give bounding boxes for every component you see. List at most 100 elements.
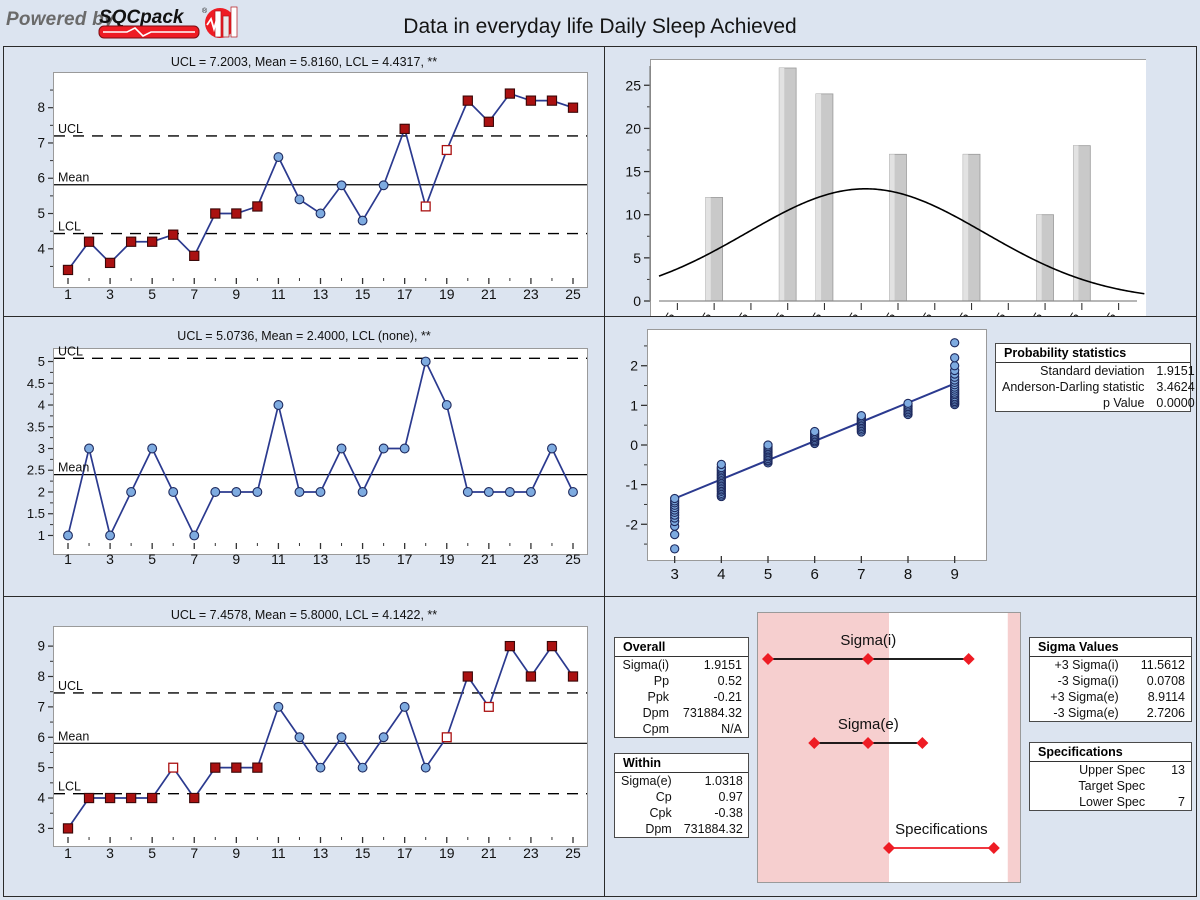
- svg-text:21: 21: [481, 845, 497, 861]
- svg-text:11: 11: [271, 286, 286, 302]
- row-label: +3 Sigma(e): [1050, 690, 1119, 704]
- row-value: 0.0708: [1146, 674, 1185, 688]
- svg-text:1: 1: [630, 397, 638, 413]
- svg-text:9: 9: [232, 286, 240, 302]
- sigma-values-table: Sigma Values +3 Sigma(i) 11.5612 -3 Sigma(…: [1029, 637, 1192, 722]
- table-row: Dpm 731884.32: [615, 821, 749, 837]
- within-table: Within Sigma(e) 1.0318 Cp 0.97 Cpk -0.38 Dpm 73…: [614, 753, 749, 838]
- row-value: 2.7206: [1146, 706, 1185, 720]
- table-row: Sigma(i) 1.9151: [615, 657, 748, 673]
- svg-text:4: 4: [38, 398, 45, 413]
- row-value: 0.52: [717, 674, 742, 688]
- svg-text:5: 5: [38, 354, 45, 369]
- svg-text:Sigma(e): Sigma(e): [838, 716, 899, 733]
- moving-average-title: UCL = 7.2003, Mean = 5.8160, LCL = 4.431…: [170, 55, 438, 69]
- row-label: +3 Sigma(i): [1054, 658, 1119, 672]
- svg-text:3: 3: [106, 845, 114, 861]
- svg-text:13: 13: [313, 286, 329, 302]
- svg-text:7: 7: [857, 566, 865, 583]
- svg-text:5: 5: [148, 286, 156, 302]
- row-value: -0.38: [714, 806, 743, 820]
- row-label: Cpk: [649, 806, 672, 820]
- moving-average-plot[interactable]: [53, 72, 588, 288]
- sigma-values-rows: +3 Sigma(i) 11.5612 -3 Sigma(i) 0.0708 +3 Si…: [1030, 657, 1191, 721]
- svg-text:3: 3: [38, 441, 45, 456]
- within-heading: Within: [615, 754, 748, 773]
- svg-text:15: 15: [625, 164, 641, 180]
- svg-text:5: 5: [37, 206, 45, 221]
- svg-text:8: 8: [904, 566, 912, 583]
- row-value: 1.9151: [1156, 364, 1195, 378]
- row-label: Upper Spec: [1079, 763, 1146, 777]
- svg-text:-1: -1: [626, 477, 639, 493]
- table-row: +3 Sigma(i) 11.5612: [1030, 657, 1191, 673]
- svg-text:10: 10: [625, 207, 641, 223]
- svg-text:13: 13: [313, 845, 329, 861]
- app-header: Powered by SQCpack ® Data in everyday li…: [0, 0, 1200, 44]
- svg-text:0: 0: [630, 437, 638, 453]
- row-label: Sigma(e): [621, 774, 672, 788]
- svg-text:2: 2: [630, 358, 638, 374]
- capability-panel: Overall Sigma(i) 1.9151 Pp 0.52 Ppk -0.21 Dpm 7…: [604, 596, 1197, 897]
- row-label: Ppk: [647, 690, 670, 704]
- row-label: Sigma(i): [622, 658, 670, 672]
- row-label: Anderson-Darling statistic: [1002, 380, 1145, 394]
- svg-text:9: 9: [37, 639, 45, 654]
- svg-text:8: 8: [37, 100, 45, 115]
- table-row: -3 Sigma(e) 2.7206: [1030, 705, 1191, 721]
- row-value: [1151, 778, 1191, 794]
- table-row: -3 Sigma(i) 0.0708: [1030, 673, 1191, 689]
- svg-text:5: 5: [764, 566, 772, 583]
- row-label: -3 Sigma(i): [1057, 674, 1119, 688]
- row-value: N/A: [721, 722, 742, 736]
- svg-text:4.5: 4.5: [27, 376, 45, 391]
- svg-text:15: 15: [355, 845, 371, 861]
- row-value: 1.9151: [703, 658, 742, 672]
- svg-text:1: 1: [38, 528, 45, 543]
- table-row: Ppk -0.21: [615, 689, 748, 705]
- specifications-table: Specifications Upper Spec 13 Target Spec Lo…: [1029, 742, 1192, 811]
- svg-text:15: 15: [355, 286, 371, 302]
- svg-text:7: 7: [190, 845, 198, 861]
- svg-text:1.5: 1.5: [27, 506, 45, 521]
- table-row: p Value 0.0000: [996, 395, 1200, 411]
- specifications-heading: Specifications: [1030, 743, 1191, 762]
- svg-text:23: 23: [523, 845, 539, 861]
- histogram-panel: 05101520253.253.754.254.755.255.756.256.…: [604, 46, 1197, 318]
- overall-heading: Overall: [615, 638, 748, 657]
- row-label: Target Spec: [1078, 779, 1146, 793]
- svg-text:25: 25: [565, 845, 581, 861]
- row-label: p Value: [1102, 396, 1145, 410]
- svg-text:7: 7: [190, 286, 198, 302]
- table-row: Standard deviation 1.9151: [996, 363, 1200, 379]
- row-value: 3.4624: [1156, 380, 1195, 394]
- capability-comparison-plot[interactable]: Sigma(i) Sigma(e) Specifications: [757, 612, 1021, 883]
- individuals-panel: UCL = 7.4578, Mean = 5.8000, LCL = 4.142…: [3, 596, 605, 897]
- svg-text:5: 5: [37, 760, 45, 775]
- svg-text:7: 7: [37, 135, 45, 150]
- svg-text:5: 5: [633, 250, 641, 266]
- svg-text:-2: -2: [626, 516, 639, 532]
- probability-plot[interactable]: [647, 329, 987, 561]
- moving-range-plot[interactable]: [53, 348, 588, 555]
- svg-text:7: 7: [37, 699, 45, 714]
- histogram-plot[interactable]: [650, 59, 1146, 317]
- specifications-rows: Upper Spec 13 Target Spec Lower Spec 7: [1030, 762, 1191, 810]
- row-value: 731884.32: [683, 822, 743, 836]
- individuals-plot[interactable]: [53, 626, 588, 847]
- svg-text:19: 19: [439, 286, 455, 302]
- table-row: Cpm N/A: [615, 721, 748, 737]
- row-value: 13: [1171, 763, 1185, 777]
- svg-text:9: 9: [950, 566, 958, 583]
- row-value: 731884.32: [682, 706, 742, 720]
- table-row: Lower Spec 7: [1030, 794, 1191, 810]
- svg-text:2: 2: [38, 484, 45, 499]
- table-row: Cpk -0.38: [615, 805, 749, 821]
- row-value: 1.0318: [704, 774, 743, 788]
- svg-text:1: 1: [64, 286, 72, 302]
- powered-by-label: Powered by: [6, 9, 115, 30]
- table-row: Sigma(e) 1.0318: [615, 773, 749, 789]
- sigma-values-heading: Sigma Values: [1030, 638, 1191, 657]
- svg-text:11: 11: [271, 845, 286, 861]
- table-row: Pp 0.52: [615, 673, 748, 689]
